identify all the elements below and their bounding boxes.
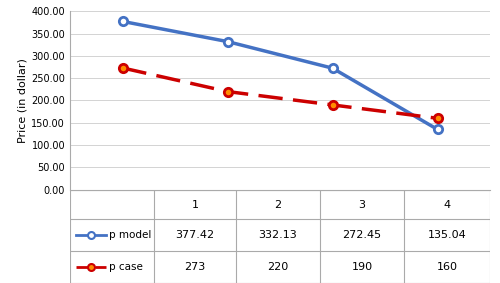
Text: 377.42: 377.42 xyxy=(176,230,214,240)
Y-axis label: Price (in dollar): Price (in dollar) xyxy=(17,58,27,143)
Text: 4: 4 xyxy=(444,200,450,209)
Text: 135.04: 135.04 xyxy=(428,230,467,240)
Text: 272.45: 272.45 xyxy=(342,230,382,240)
Text: p model: p model xyxy=(109,230,152,240)
Text: 3: 3 xyxy=(358,200,366,209)
Text: p case: p case xyxy=(109,262,143,272)
Text: 190: 190 xyxy=(352,262,372,272)
Text: 332.13: 332.13 xyxy=(258,230,298,240)
Text: 273: 273 xyxy=(184,262,206,272)
Text: 160: 160 xyxy=(436,262,458,272)
Text: 2: 2 xyxy=(274,200,281,209)
Text: 1: 1 xyxy=(192,200,198,209)
Text: 220: 220 xyxy=(268,262,288,272)
